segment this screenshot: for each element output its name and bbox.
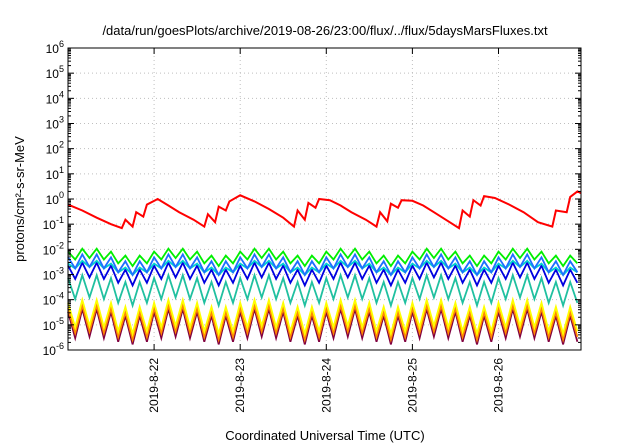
y-tick-label: 101 (46, 165, 64, 182)
y-axis-ticks: 10-6 10-5 10-4 10-3 10-2 10-1 100 101 102 103 104 1… (43, 39, 581, 358)
x-tick-label: 2019-8-23 (233, 358, 247, 413)
x-tick-label: 2019-8-26 (491, 358, 505, 413)
series-line (67, 296, 579, 338)
series-line (67, 252, 579, 277)
data-series (67, 190, 582, 345)
x-tick-label: 2019-8-24 (319, 358, 333, 413)
y-tick-label: 105 (46, 64, 64, 81)
x-axis-ticks: 2019-8-22 2019-8-23 2019-8-24 2019-8-25 2019… (147, 48, 505, 413)
y-tick-label: 104 (46, 89, 64, 106)
y-axis-label: protons/cm²-s-sr-MeV (12, 136, 27, 262)
y-tick-label: 10-5 (43, 316, 64, 333)
y-tick-label: 106 (46, 39, 64, 56)
chart-title: /data/run/goesPlots/archive/2019-08-26/2… (102, 23, 548, 38)
y-tick-label: 102 (46, 140, 64, 157)
y-tick-label: 10-2 (43, 240, 64, 257)
series-line (67, 272, 579, 309)
y-tick-label: 10-3 (43, 266, 64, 283)
y-tick-label: 10-4 (43, 291, 64, 308)
series-line (67, 190, 582, 230)
y-tick-label: 10-6 (43, 341, 64, 358)
x-tick-label: 2019-8-25 (405, 358, 419, 413)
y-tick-label: 100 (46, 190, 64, 207)
x-tick-label: 2019-8-22 (147, 358, 161, 413)
series-line (67, 260, 579, 288)
series-line (67, 247, 579, 268)
x-axis-label: Coordinated Universal Time (UTC) (225, 428, 424, 443)
y-tick-label: 103 (46, 115, 64, 132)
y-tick-label: 10-1 (43, 215, 64, 232)
series-line (67, 302, 579, 344)
